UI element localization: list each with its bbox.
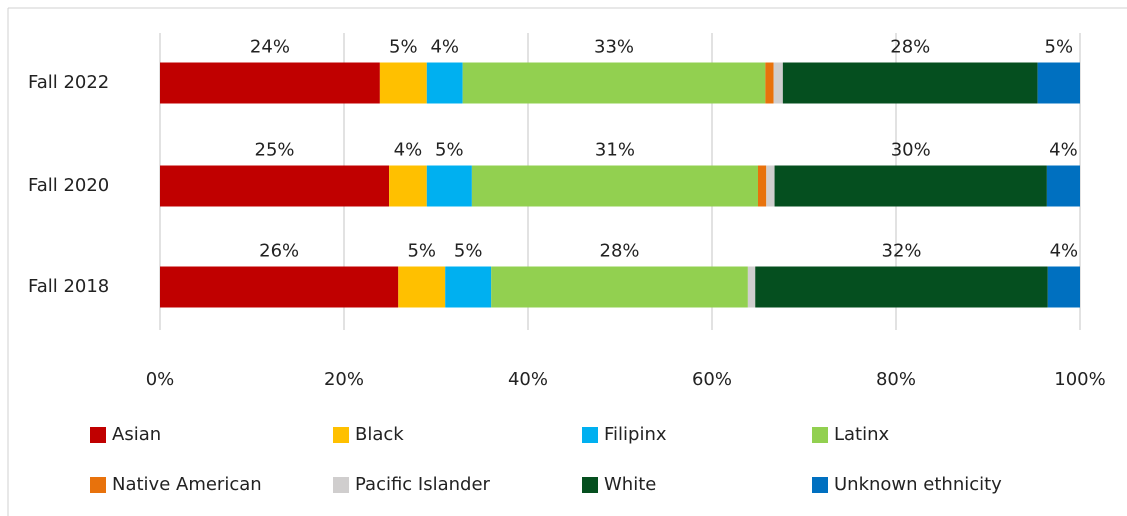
bar-segment [160,62,380,104]
bar-segment [462,62,766,104]
legend-swatch [582,427,598,443]
data-label: 32% [882,241,922,262]
bar-segment [774,165,1047,207]
bar-segment [773,62,783,104]
legend-label: Latinx [834,424,890,445]
bar-segment [471,165,758,207]
x-tick-label: 80% [876,369,916,390]
data-label: 31% [595,140,635,161]
bar-segment [782,62,1038,104]
bar-segment [755,266,1048,308]
data-label: 4% [1049,140,1078,161]
legend-swatch [582,477,598,493]
bar-segment [1046,165,1080,207]
x-tick-label: 60% [692,369,732,390]
bar-segment [379,62,427,104]
data-label: 26% [259,241,299,262]
bar-segment [389,165,427,207]
bar-segment [491,266,748,308]
legend-label: Filipinx [604,424,667,445]
legend-swatch [333,477,349,493]
bar-segment [758,165,767,207]
bar-segment [747,266,756,308]
legend-label: Unknown ethnicity [834,474,1002,495]
data-label: 4% [430,37,459,58]
x-tick-label: 40% [508,369,548,390]
data-label: 30% [891,140,931,161]
y-tick-label: Fall 2018 [28,276,109,297]
bar-segment [1037,62,1080,104]
bar-segment [1047,266,1080,308]
x-tick-label: 100% [1054,369,1105,390]
legend-swatch [90,477,106,493]
data-label: 4% [394,140,423,161]
data-label: 24% [250,37,290,58]
bar-segment [765,62,774,104]
data-label: 5% [389,37,418,58]
legend-swatch [812,477,828,493]
legend-swatch [333,427,349,443]
bar-segment [398,266,446,308]
y-tick-label: Fall 2020 [28,175,109,196]
legend-label: Pacific Islander [355,474,491,495]
bar-segment [160,165,390,207]
bar-segment [426,165,472,207]
bar-segment [766,165,775,207]
bar-segment [160,266,399,308]
data-label: 25% [255,140,295,161]
bar-segment [445,266,492,308]
data-label: 5% [454,241,483,262]
legend-label: Native American [112,474,262,495]
legend-swatch [812,427,828,443]
data-label: 28% [890,37,930,58]
data-label: 5% [1045,37,1074,58]
y-tick-label: Fall 2022 [28,72,109,93]
legend-label: Asian [112,424,161,445]
bar-segment [426,62,463,104]
x-tick-label: 0% [146,369,175,390]
data-label: 4% [1050,241,1079,262]
data-label: 5% [435,140,464,161]
x-tick-label: 20% [324,369,364,390]
data-label: 33% [594,37,634,58]
data-label: 5% [407,241,436,262]
legend-swatch [90,427,106,443]
legend-label: Black [355,424,404,445]
data-label: 28% [600,241,640,262]
legend-label: White [604,474,656,495]
